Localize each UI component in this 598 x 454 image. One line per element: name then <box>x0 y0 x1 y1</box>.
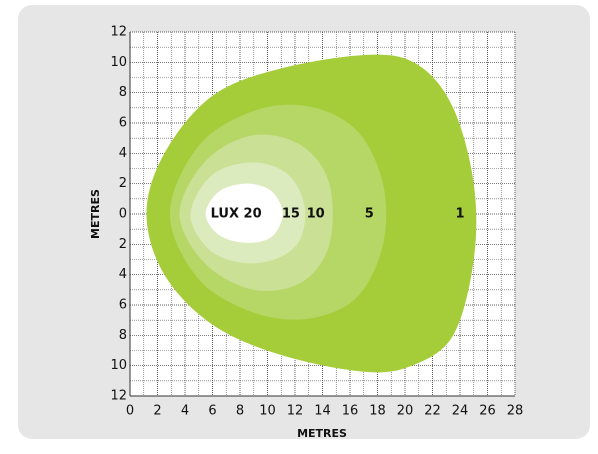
lux-label: 15 <box>282 207 300 222</box>
y-tick-label: 6 <box>119 298 127 313</box>
y-tick-label: 8 <box>119 85 127 100</box>
x-tick-label: 0 <box>126 404 134 419</box>
y-tick-label: 8 <box>119 328 127 343</box>
y-tick-label: 4 <box>119 267 127 282</box>
y-tick-label: 0 <box>119 207 127 222</box>
x-tick-label: 26 <box>479 404 496 419</box>
x-tick-label: 6 <box>208 404 216 419</box>
x-tick-label: 22 <box>424 404 441 419</box>
lux-zone <box>205 183 283 243</box>
x-tick-label: 8 <box>236 404 244 419</box>
x-tick-label: 10 <box>259 404 276 419</box>
y-tick-label: 10 <box>110 358 127 373</box>
y-tick-label: 12 <box>110 25 127 40</box>
x-tick-label: 24 <box>452 404 469 419</box>
ticks: 0 2 4 6 8 10 12 14 16 18 20 22 24 26 28121086420246810… <box>110 25 523 419</box>
x-tick-label: 14 <box>314 404 331 419</box>
y-tick-label: 6 <box>119 116 127 131</box>
x-tick-label: 16 <box>342 404 359 419</box>
lux-label: 1 <box>455 207 464 222</box>
lux-contour <box>205 183 283 243</box>
y-tick-label: 12 <box>110 389 127 404</box>
x-tick-label: 12 <box>287 404 304 419</box>
y-tick-label: 2 <box>119 237 127 252</box>
lux-label: 5 <box>365 207 374 222</box>
lux-label: LUX 20 <box>211 207 262 222</box>
y-tick-label: 4 <box>119 146 127 161</box>
x-tick-label: 18 <box>369 404 386 419</box>
lux-label: 10 <box>307 207 325 222</box>
y-tick-label: 2 <box>119 176 127 191</box>
x-tick-label: 2 <box>153 404 161 419</box>
x-tick-label: 20 <box>397 404 414 419</box>
y-tick-label: 10 <box>110 55 127 70</box>
x-tick-label: 4 <box>181 404 189 419</box>
x-axis-title: METRES <box>297 427 347 440</box>
x-tick-label: 28 <box>507 404 524 419</box>
y-axis-title: METRES <box>89 189 102 239</box>
